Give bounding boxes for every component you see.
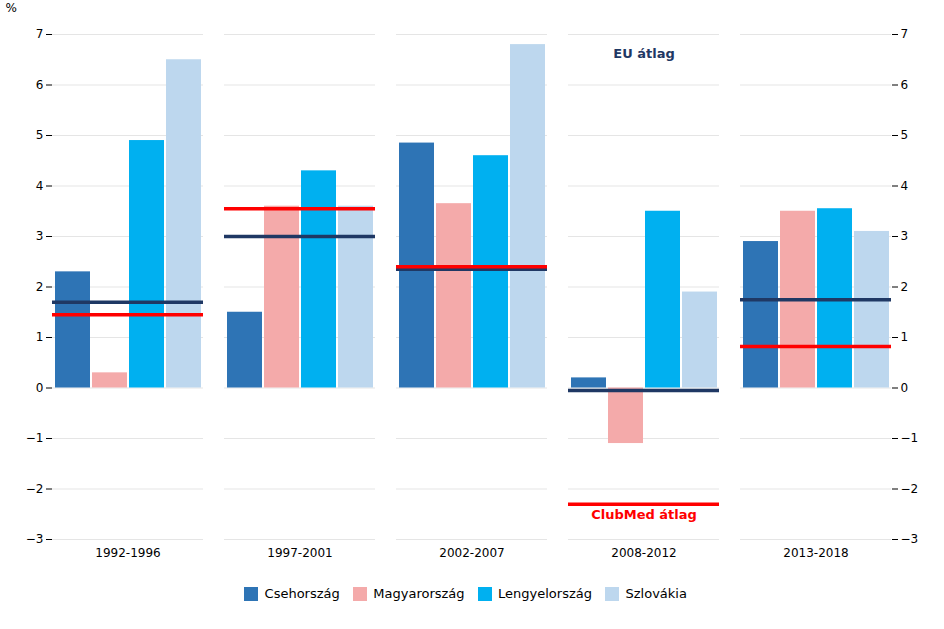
svg-text:0: 0 bbox=[36, 381, 44, 395]
html-text:Lengyelország: Lengyelország bbox=[498, 586, 592, 601]
svg-text:−1: −1 bbox=[901, 431, 919, 445]
svg-text:2: 2 bbox=[36, 280, 44, 294]
svg-text:1992-1996: 1992-1996 bbox=[95, 546, 160, 560]
svg-text:7: 7 bbox=[901, 27, 909, 41]
svg-text:2002-2007: 2002-2007 bbox=[439, 546, 504, 560]
svg-text:−2: −2 bbox=[901, 482, 919, 496]
svg-text:%: % bbox=[6, 1, 17, 15]
svg-text:2013-2018: 2013-2018 bbox=[783, 546, 848, 560]
svg-text:5: 5 bbox=[901, 128, 909, 142]
svg-text:−3: −3 bbox=[26, 532, 44, 546]
svg-text:4: 4 bbox=[36, 179, 44, 193]
html-text:Magyarország: Magyarország bbox=[373, 586, 465, 601]
svg-text:3: 3 bbox=[901, 229, 909, 243]
svg-text:1: 1 bbox=[36, 330, 44, 344]
svg-text:−2: −2 bbox=[26, 482, 44, 496]
svg-text:1: 1 bbox=[901, 330, 909, 344]
svg-text:1997-2001: 1997-2001 bbox=[267, 546, 332, 560]
svg-text:6: 6 bbox=[901, 78, 909, 92]
svg-text:−3: −3 bbox=[901, 532, 919, 546]
svg-text:5: 5 bbox=[36, 128, 44, 142]
svg-text:2: 2 bbox=[901, 280, 909, 294]
svg-text:−1: −1 bbox=[26, 431, 44, 445]
svg-text:0: 0 bbox=[901, 381, 909, 395]
svg-text:4: 4 bbox=[901, 179, 909, 193]
svg-text:3: 3 bbox=[36, 229, 44, 243]
svg-text:2008-2012: 2008-2012 bbox=[611, 546, 676, 560]
svg-text:ClubMed átlag: ClubMed átlag bbox=[591, 507, 697, 522]
html-text:Szlovákia: Szlovákia bbox=[625, 586, 687, 601]
html-text:Csehország: Csehország bbox=[264, 586, 340, 601]
svg-text:6: 6 bbox=[36, 78, 44, 92]
svg-text:EU átlag: EU átlag bbox=[613, 46, 674, 61]
svg-text:7: 7 bbox=[36, 27, 44, 41]
